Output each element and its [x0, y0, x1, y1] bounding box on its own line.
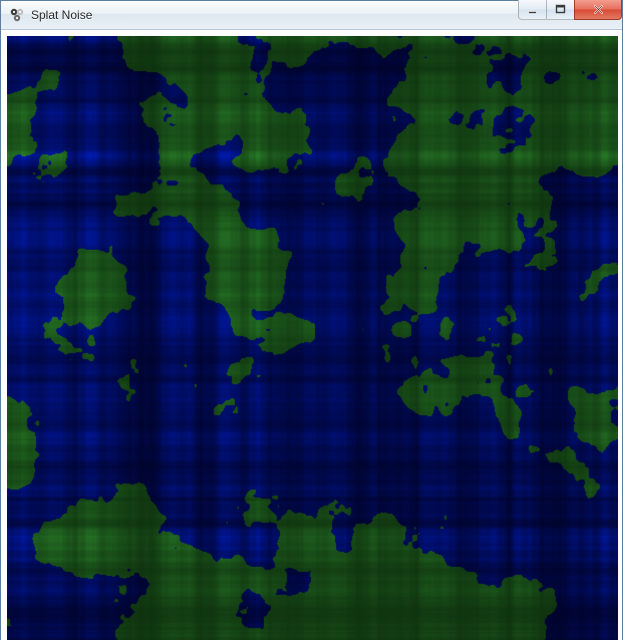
window-controls: [519, 0, 622, 20]
noise-render-canvas: [7, 36, 618, 640]
client-area: [1, 30, 622, 640]
titlebar[interactable]: Splat Noise: [1, 1, 622, 30]
close-icon: [592, 4, 605, 15]
maximize-icon: [555, 4, 566, 15]
maximize-button[interactable]: [546, 0, 575, 20]
close-button[interactable]: [574, 0, 622, 20]
window-title: Splat Noise: [31, 8, 92, 22]
application-window: Splat Noise: [0, 0, 623, 640]
minimize-icon: [527, 4, 538, 15]
minimize-button[interactable]: [518, 0, 547, 20]
app-icon: [9, 7, 25, 23]
